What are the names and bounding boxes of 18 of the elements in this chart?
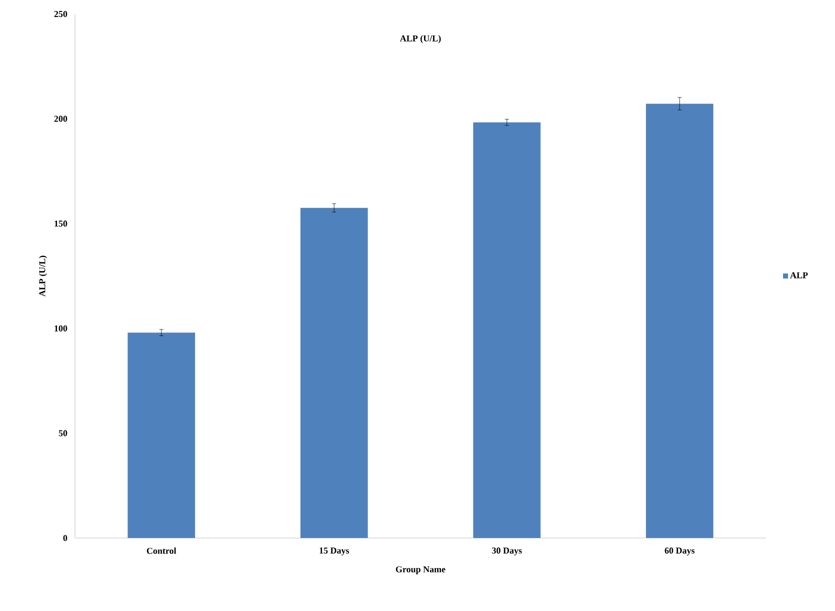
y-tick-label: 0 <box>63 534 68 542</box>
y-tick-label: 100 <box>54 325 68 332</box>
bar <box>300 208 368 538</box>
x-tick-label: 60 Days <box>664 548 695 556</box>
x-tick-label: 30 Days <box>492 548 522 556</box>
y-tick-label: 250 <box>54 10 68 18</box>
bar <box>646 104 714 538</box>
y-tick-label: 150 <box>54 220 68 227</box>
x-axis-title: Group Name <box>396 566 446 574</box>
bar <box>473 122 541 538</box>
legend-label: ALP <box>790 272 808 278</box>
x-tick-label: 15 Days <box>320 548 350 556</box>
bar <box>128 332 196 538</box>
text: ALP (U/L) <box>400 35 441 44</box>
y-tick-label: 50 <box>58 430 68 436</box>
x-tick-label: Control <box>146 548 176 554</box>
y-axis-title: ALP (U/L) <box>38 256 48 297</box>
y-tick-label: 200 <box>54 116 68 122</box>
